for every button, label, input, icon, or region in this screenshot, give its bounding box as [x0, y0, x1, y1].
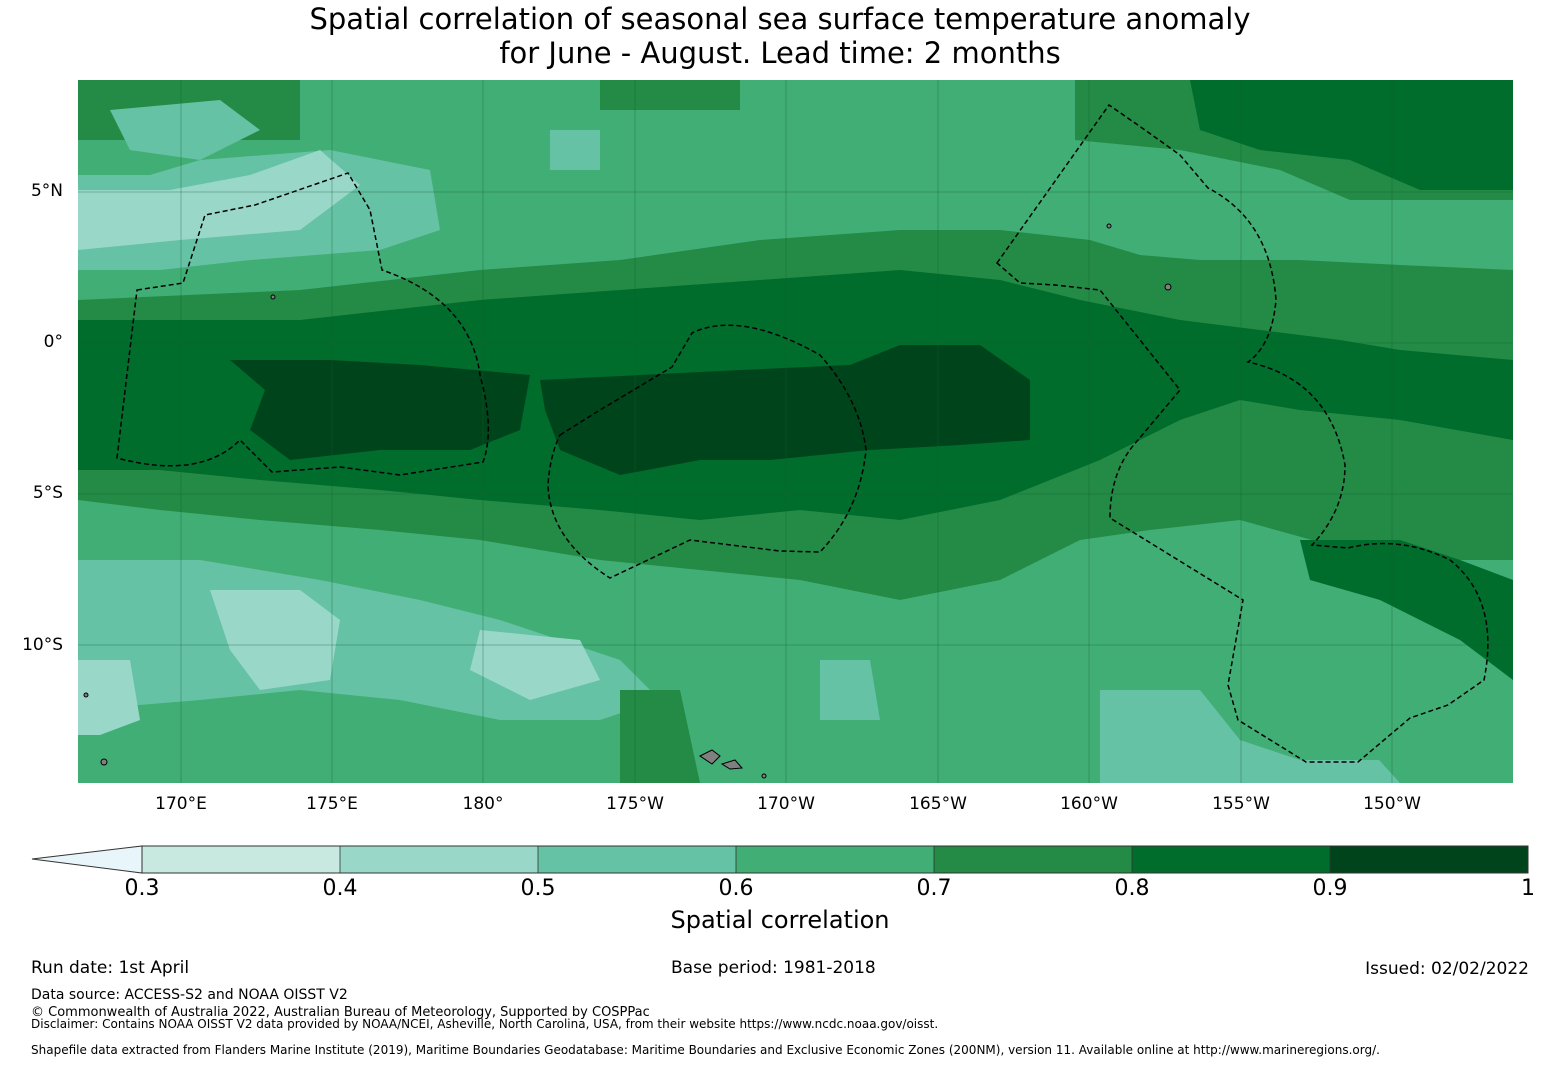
island-2	[720, 759, 744, 770]
title-line-2: for June - August. Lead time: 2 months	[499, 36, 1061, 70]
lon-label-155w: 155°W	[1212, 794, 1270, 814]
issued-date: Issued: 02/02/2022	[1365, 959, 1529, 979]
shapefile-credit: Shapefile data extracted from Flanders M…	[31, 1043, 1380, 1057]
region-se-green	[1350, 690, 1513, 783]
region-core-east	[540, 345, 1030, 475]
region-s-patch	[820, 660, 880, 720]
island-6	[270, 294, 276, 300]
lat-label-5n: 5°N	[30, 181, 63, 201]
lon-label-150w: 150°W	[1363, 794, 1421, 814]
lat-label-0: 0°	[43, 332, 63, 352]
map-title: Spatial correlation of seasonal sea surf…	[0, 2, 1560, 70]
colorbar-dividers	[339, 846, 1331, 873]
colorbar-frame	[141, 845, 1529, 874]
run-date: Run date: 1st April	[31, 958, 190, 978]
map-fill	[78, 80, 1513, 783]
colorbar-tick-0.8: 0.8	[1114, 876, 1150, 901]
region-s-green	[620, 690, 700, 783]
lon-label-170w: 170°W	[757, 794, 815, 814]
colorbar-bin-0.5	[538, 846, 736, 873]
region-sw-lighter	[210, 590, 340, 690]
island-8	[761, 773, 767, 779]
disclaimer: Disclaimer: Contains NOAA OISST V2 data …	[31, 1017, 939, 1031]
island-3	[1164, 283, 1172, 291]
region-far-sw-lighter	[78, 660, 140, 735]
eez-west	[116, 172, 490, 476]
lon-label-170e: 170°E	[155, 794, 207, 814]
colorbar-tick-0.3: 0.3	[124, 876, 160, 901]
colorbar-tick-1: 1	[1521, 876, 1535, 901]
island-1	[699, 749, 721, 765]
colorbar-bin-0.9	[1330, 846, 1528, 873]
colorbar-tick-0.7: 0.7	[916, 876, 952, 901]
region-s-lighter	[470, 630, 600, 700]
lat-label-5s: 5°S	[32, 483, 63, 503]
lon-label-175w: 175°W	[606, 794, 664, 814]
lon-label-160w: 160°W	[1060, 794, 1118, 814]
region-n-dark	[600, 80, 740, 110]
colorbar-bin-0.7	[934, 846, 1132, 873]
eez-east	[995, 103, 1489, 763]
region-top-light	[110, 100, 260, 160]
island-4	[100, 758, 108, 766]
lon-label-175e: 175°E	[306, 794, 358, 814]
colorbar-bin-0.3	[142, 846, 340, 873]
colorbar-extend-arrow	[31, 845, 143, 874]
base-period: Base period: 1981-2018	[671, 958, 876, 978]
island-7	[1106, 223, 1112, 229]
colorbar-label: Spatial correlation	[670, 906, 890, 934]
colorbar-tick-0.4: 0.4	[322, 876, 358, 901]
lon-label-165w: 165°W	[909, 794, 967, 814]
region-core-west	[230, 360, 530, 460]
colorbar-tick-0.6: 0.6	[718, 876, 754, 901]
islands	[83, 223, 1172, 779]
graticule	[78, 80, 1513, 783]
copyright: © Commonwealth of Australia 2022, Austra…	[31, 1005, 650, 1020]
region-upper-left-lighter	[78, 150, 360, 250]
colorbar-tick-0.5: 0.5	[520, 876, 556, 901]
colorbar-tick-0.9: 0.9	[1312, 876, 1348, 901]
colorbar-bin-0.6	[736, 846, 934, 873]
eez-central	[547, 324, 867, 579]
lon-label-180: 180°	[462, 794, 504, 814]
region-se-light	[1100, 690, 1400, 783]
colorbar-bin-0.8	[1132, 846, 1330, 873]
data-source: Data source: ACCESS-S2 and NOAA OISST V2	[31, 987, 348, 1003]
island-5	[83, 692, 89, 698]
region-ne-darker	[1190, 80, 1513, 190]
region-top-patch	[550, 130, 600, 170]
region-se-dark	[1300, 540, 1513, 680]
eez-boundaries	[116, 103, 1489, 763]
lat-label-10s: 10°S	[22, 635, 63, 655]
title-line-1: Spatial correlation of seasonal sea surf…	[309, 2, 1251, 36]
colorbar-bin-0.4	[340, 846, 538, 873]
